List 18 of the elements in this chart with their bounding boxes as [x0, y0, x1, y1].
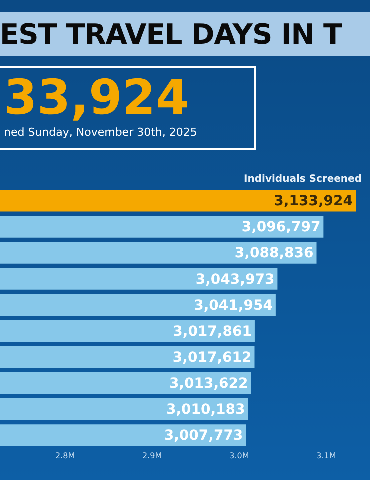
data-label: 3,043,973 — [196, 272, 275, 288]
data-label: 3,133,924 — [274, 194, 354, 210]
x-tick-label: 2.8M — [55, 451, 76, 460]
chart-title: EST TRAVEL DAYS IN T — [0, 18, 342, 50]
data-label: 3,041,954 — [194, 298, 274, 314]
data-label: 3,017,612 — [172, 350, 252, 366]
data-label: 3,096,797 — [242, 220, 321, 236]
text: ned Sunday, November 30th, 2025 — [4, 126, 198, 139]
data-label: 3,088,836 — [234, 246, 314, 262]
text: 33,924 — [4, 70, 190, 126]
text: Individuals Screened — [244, 174, 362, 185]
data-label: 3,013,622 — [169, 376, 248, 392]
x-tick-label: 2.9M — [142, 451, 162, 460]
data-label: 3,017,861 — [173, 324, 252, 340]
x-tick-label: 3.0M — [230, 451, 250, 460]
x-tick-label: 3.1M — [316, 451, 336, 460]
data-label: 3,007,773 — [164, 428, 244, 444]
data-label: 3,010,183 — [166, 402, 246, 418]
